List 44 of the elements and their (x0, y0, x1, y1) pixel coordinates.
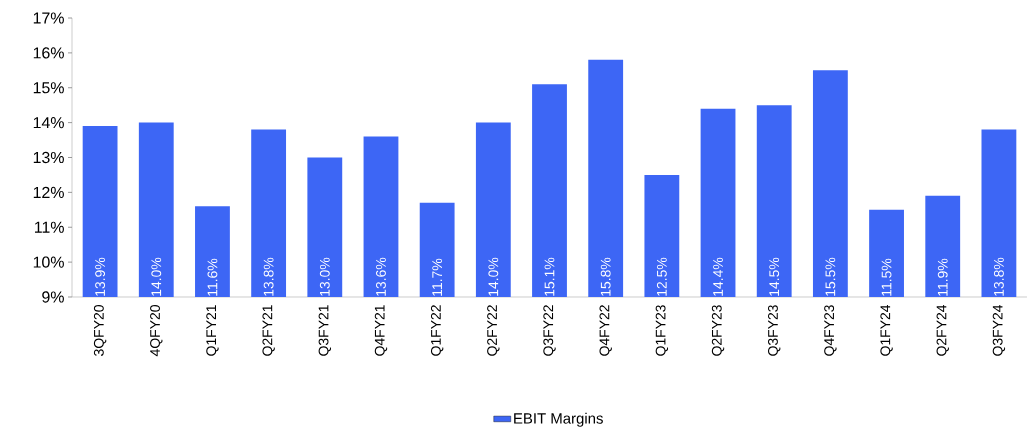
data-label: 13.6% (376, 257, 386, 296)
data-label: 13.0% (319, 257, 330, 296)
x-tick-label: Q3FY24 (992, 304, 1006, 356)
data-label: 14.5% (769, 257, 780, 296)
x-tick-label: Q1FY23 (655, 305, 669, 356)
data-label: 13.8% (993, 257, 1004, 296)
x-tick-label: Q2FY23 (711, 305, 725, 356)
x-tick-label: Q4FY21 (374, 305, 388, 356)
x-tick-label: Q3FY22 (543, 305, 556, 356)
y-tick-label: 14% (33, 117, 64, 129)
y-tick-label: 10% (33, 256, 64, 268)
x-tick-label: Q3FY21 (318, 305, 331, 356)
x-tick-label: Q1FY24 (880, 304, 893, 356)
x-tick-label: Q2FY22 (487, 305, 500, 356)
data-label: 15.8% (600, 257, 611, 296)
data-label: 14.0% (151, 257, 162, 296)
x-tick-label: Q1FY21 (206, 305, 219, 356)
x-tick-label: Q4FY22 (599, 305, 612, 356)
data-label: 13.8% (263, 257, 274, 296)
x-tick-label: 4QFY20 (150, 305, 163, 357)
x-tick-label: Q2FY24 (936, 304, 949, 356)
data-label: 11.9% (937, 258, 948, 296)
x-tick-label: 3QFY20 (93, 305, 107, 356)
data-label: 15.5% (825, 257, 836, 296)
y-tick-label: 11% (34, 221, 64, 233)
x-tick-label: Q1FY22 (430, 305, 444, 356)
y-tick-label: 17% (33, 12, 64, 24)
x-tick-label: Q4FY23 (824, 305, 837, 356)
data-label: 13.9% (95, 257, 106, 296)
legend-label: EBIT Margins (514, 412, 603, 427)
data-label: 11.7% (432, 258, 443, 296)
y-tick-label: 12% (33, 186, 64, 198)
y-tick-label: 15% (33, 82, 64, 94)
x-tick-label: Q3FY23 (768, 305, 781, 356)
data-label: 14.4% (713, 257, 723, 296)
x-tick-label: Q2FY21 (262, 305, 275, 356)
y-tick-label: 16% (33, 47, 64, 59)
y-tick-label: 13% (33, 151, 64, 164)
y-tick-label: 9% (42, 291, 64, 303)
data-label: 14.0% (488, 257, 499, 296)
data-label: 11.6% (207, 258, 218, 296)
data-label: 15.1% (544, 257, 555, 296)
data-label: 11.5% (881, 258, 892, 296)
data-label: 12.5% (656, 257, 667, 296)
